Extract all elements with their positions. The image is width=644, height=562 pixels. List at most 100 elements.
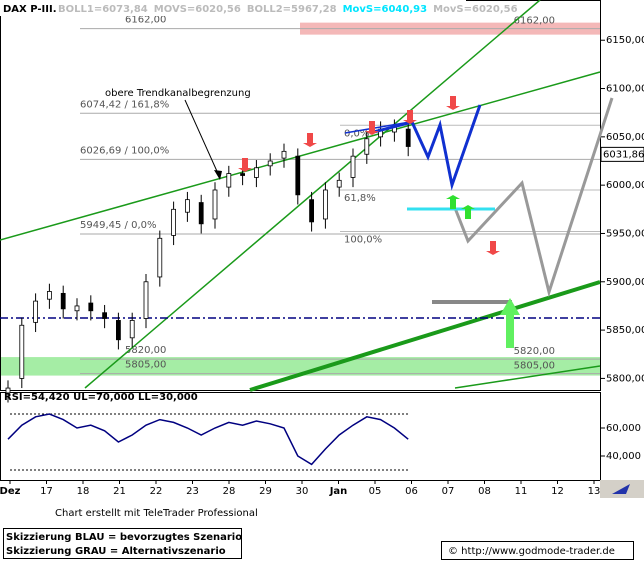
candle-body xyxy=(184,199,190,213)
candle-body xyxy=(198,202,204,225)
right-level-label: 5820,00 xyxy=(514,346,555,357)
x-tick-label: 13 xyxy=(588,486,601,497)
rsi-panel xyxy=(0,392,601,481)
candle-body xyxy=(157,237,163,278)
x-tick-label: 06 xyxy=(405,486,418,497)
source: © http://www.godmode-trader.de xyxy=(448,546,615,557)
candle-body xyxy=(364,138,370,155)
x-tick-label: 23 xyxy=(186,486,199,497)
legend-grey: Skizzierung GRAU = Alternativszenario xyxy=(6,546,226,557)
last-price: 6031,86 xyxy=(603,149,644,160)
candle-body xyxy=(240,173,246,176)
candle-body xyxy=(212,189,218,220)
candle-body xyxy=(281,150,287,159)
fib-label: 100,0% xyxy=(344,235,382,246)
candle-body xyxy=(102,312,107,319)
level-label: 5805,00 xyxy=(125,360,166,371)
annotation-pointer xyxy=(184,99,221,179)
rsi-line xyxy=(7,413,409,466)
legend-box xyxy=(3,528,242,559)
chart-title: DAX P-III. xyxy=(3,4,57,15)
y-tick-label: 6000,00 xyxy=(606,180,644,191)
x-tick-label: 29 xyxy=(259,486,272,497)
indicator: MOVS=6020,56 xyxy=(154,4,241,15)
arrow-up xyxy=(446,195,460,209)
fib-label: 61,8% xyxy=(344,193,376,204)
y-tick-label: 6100,00 xyxy=(606,84,644,95)
x-tick-label: Jan xyxy=(329,486,348,497)
right-level-label: 5805,00 xyxy=(514,361,555,372)
arrow-down xyxy=(365,121,379,135)
arrow-down xyxy=(303,133,317,147)
source-box xyxy=(441,541,634,560)
right-level-label: 6162,00 xyxy=(514,16,555,27)
grey-scenario xyxy=(453,97,614,298)
x-tick-label: 28 xyxy=(223,486,236,497)
indicator: BOLL1=6073,84 xyxy=(58,4,148,15)
candle-body xyxy=(74,305,80,312)
arrow-up xyxy=(461,205,475,219)
candle-body xyxy=(226,173,232,188)
arrow-down xyxy=(446,96,460,110)
x-tick-label: 22 xyxy=(150,486,163,497)
arrow-down xyxy=(403,110,417,124)
rsi-tick-label: 40,000 xyxy=(606,451,641,462)
indicator: MovS=6040,93 xyxy=(343,4,428,15)
candle-body xyxy=(47,291,52,300)
x-tick-label: 05 xyxy=(369,486,382,497)
candle-body xyxy=(143,281,149,319)
candle-body xyxy=(19,324,25,379)
arrow-down xyxy=(486,241,500,255)
support-band xyxy=(1,357,600,376)
header-bg xyxy=(0,0,466,16)
x-tick-label: 21 xyxy=(113,486,126,497)
annotation-arrowhead xyxy=(214,170,222,180)
y-tick-label: 5950,00 xyxy=(606,228,644,239)
candle-body xyxy=(116,320,121,341)
arrow-down xyxy=(238,158,252,172)
y-tick-label: 6150,00 xyxy=(606,35,644,46)
x-tick-label: 07 xyxy=(442,486,455,497)
x-tick-label: 08 xyxy=(478,486,491,497)
trendlines xyxy=(0,0,601,392)
blue-scenario xyxy=(369,104,482,191)
rsi-tick-label: 60,000 xyxy=(606,423,641,434)
candle-body xyxy=(129,320,135,339)
candle-body xyxy=(405,128,411,147)
candle-body xyxy=(5,387,11,394)
level-label: 6026,69 / 100,0% xyxy=(80,145,169,156)
y-tick-label: 5850,00 xyxy=(606,325,644,336)
candle-body xyxy=(350,155,356,178)
candle-body xyxy=(33,300,38,323)
x-tick-label: 11 xyxy=(515,486,528,497)
candle-body xyxy=(309,199,315,223)
x-tick-label: 30 xyxy=(296,486,309,497)
level-label: 5820,00 xyxy=(125,345,166,356)
candle-body xyxy=(336,179,342,188)
last-price-box xyxy=(600,146,644,162)
fib-label: 0,0% xyxy=(344,128,369,139)
indicator: MovS=6020,56 xyxy=(433,4,518,15)
indicator: BOLL2=5967,28 xyxy=(247,4,337,15)
y-tick-label: 5800,00 xyxy=(606,373,644,384)
credit: Chart erstellt mit TeleTrader Profession… xyxy=(55,508,258,519)
level-label: 5949,45 / 0,0% xyxy=(80,220,156,231)
candle-body xyxy=(171,208,177,236)
scroll-icon[interactable] xyxy=(612,484,630,494)
y-tick-label: 5900,00 xyxy=(606,277,644,288)
candle-body xyxy=(295,155,301,196)
level-label: 6162,00 xyxy=(125,15,166,26)
arrow-up-large xyxy=(500,298,520,348)
legend-blue: Skizzierung BLAU = bevorzugtes Szenario xyxy=(6,532,242,543)
x-tick-label: 18 xyxy=(77,486,90,497)
x-tick-label: 17 xyxy=(40,486,53,497)
candle-body xyxy=(60,292,66,310)
candle-body xyxy=(88,302,94,312)
level-label: 6074,42 / 161,8% xyxy=(80,99,169,110)
candle-body xyxy=(267,160,273,167)
x-tick-label: 12 xyxy=(551,486,564,497)
rsi-title: RSI=54,420 UL=70,000 LL=30,000 xyxy=(4,392,198,403)
annotation: obere Trendkanalbegrenzung xyxy=(105,88,251,99)
y-tick-label: 6050,00 xyxy=(606,132,644,143)
